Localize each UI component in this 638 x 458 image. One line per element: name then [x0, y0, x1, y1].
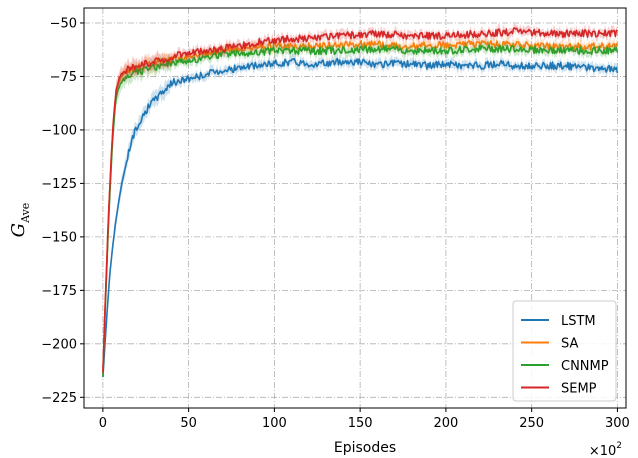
legend-label-cnnmp: CNNMP	[561, 359, 609, 374]
legend-label-lstm: LSTM	[561, 314, 596, 329]
grid-lines	[84, 8, 626, 408]
y-tick-label: −150	[41, 230, 77, 245]
legend: LSTM SA CNNMP SEMP	[512, 300, 617, 402]
legend-label-semp: SEMP	[561, 382, 597, 397]
series-line-sa	[102, 40, 619, 371]
x-multiplier-exponent: 2	[616, 441, 622, 451]
y-axis-label: GAve	[8, 203, 32, 238]
x-axis-multiplier: ×102	[589, 441, 622, 458]
x-tick-label: 0	[99, 416, 107, 431]
x-tick-label: 300	[605, 416, 630, 431]
x-tick-label: 250	[519, 416, 544, 431]
x-tick-label: 200	[433, 416, 458, 431]
x-axis-label: Episodes	[334, 440, 396, 456]
series-line-lstm	[102, 57, 619, 378]
x-tick-label: 150	[348, 416, 373, 431]
y-tick-label: −50	[50, 16, 77, 31]
y-tick-label: −100	[41, 123, 77, 138]
legend-box	[512, 300, 617, 402]
y-tick-label: −175	[41, 284, 77, 299]
x-axis-ticks: 0 50 100 150 200 250 300	[99, 408, 630, 431]
y-axis-label-sub: Ave	[19, 203, 32, 224]
legend-label-sa: SA	[561, 337, 578, 352]
svg-text:GAve: GAve	[8, 203, 32, 238]
x-tick-label: 50	[180, 416, 197, 431]
y-tick-label: −225	[41, 391, 77, 406]
series-lines	[102, 22, 619, 386]
plot-frame	[83, 7, 627, 409]
series-line-cnnmp	[102, 44, 619, 377]
x-tick-label: 100	[262, 416, 287, 431]
y-tick-label: −200	[41, 337, 77, 352]
y-axis-label-main: G	[8, 223, 29, 237]
series-band-semp	[102, 22, 618, 378]
series-line-semp	[102, 27, 618, 373]
y-axis-ticks: −225 −200 −175 −150 −125 −100 −75 −50	[41, 16, 84, 406]
y-tick-label: −75	[50, 70, 77, 85]
x-multiplier-base: ×10	[589, 444, 616, 458]
y-tick-label: −125	[41, 177, 77, 192]
